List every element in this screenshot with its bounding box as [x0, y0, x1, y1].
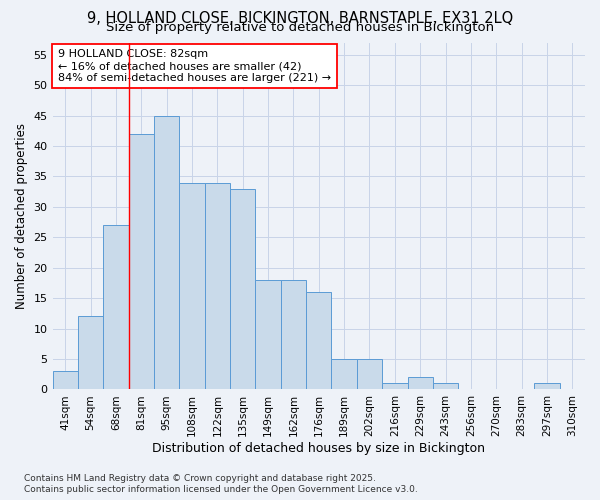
X-axis label: Distribution of detached houses by size in Bickington: Distribution of detached houses by size …	[152, 442, 485, 455]
Bar	[382, 384, 407, 390]
Bar	[306, 292, 331, 390]
Y-axis label: Number of detached properties: Number of detached properties	[15, 123, 28, 309]
Bar	[433, 384, 458, 390]
Bar	[53, 371, 78, 390]
Bar	[205, 182, 230, 390]
Bar	[103, 225, 128, 390]
Text: Contains HM Land Registry data © Crown copyright and database right 2025.
Contai: Contains HM Land Registry data © Crown c…	[24, 474, 418, 494]
Bar	[78, 316, 103, 390]
Bar	[407, 378, 433, 390]
Bar	[179, 182, 205, 390]
Bar	[357, 359, 382, 390]
Bar	[230, 188, 256, 390]
Bar	[281, 280, 306, 390]
Bar	[534, 384, 560, 390]
Text: 9, HOLLAND CLOSE, BICKINGTON, BARNSTAPLE, EX31 2LQ: 9, HOLLAND CLOSE, BICKINGTON, BARNSTAPLE…	[87, 11, 513, 26]
Text: Size of property relative to detached houses in Bickington: Size of property relative to detached ho…	[106, 22, 494, 35]
Bar	[154, 116, 179, 390]
Bar	[128, 134, 154, 390]
Text: 9 HOLLAND CLOSE: 82sqm
← 16% of detached houses are smaller (42)
84% of semi-det: 9 HOLLAND CLOSE: 82sqm ← 16% of detached…	[58, 50, 331, 82]
Bar	[331, 359, 357, 390]
Bar	[256, 280, 281, 390]
